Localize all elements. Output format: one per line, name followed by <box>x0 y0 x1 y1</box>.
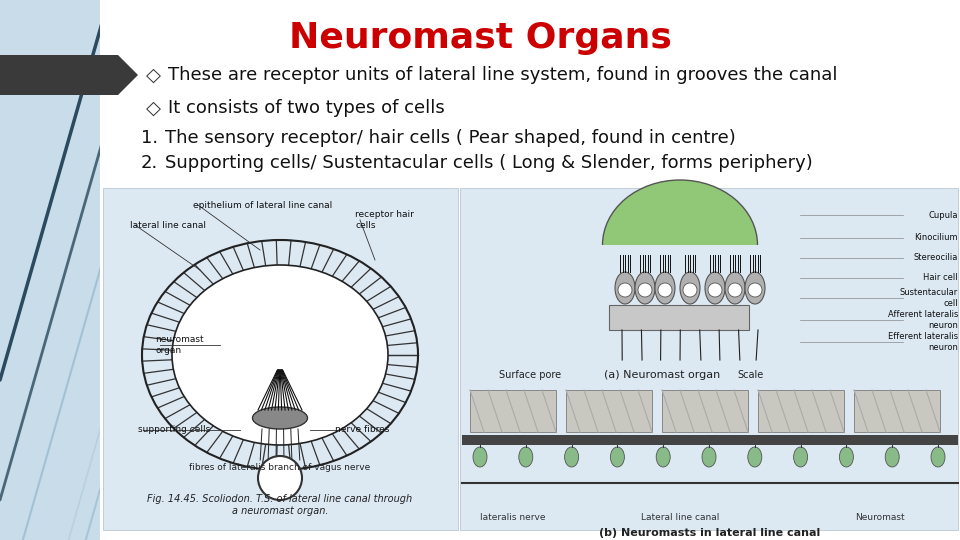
Text: Neuromast: Neuromast <box>855 512 905 522</box>
Text: Hair cell: Hair cell <box>924 273 958 282</box>
FancyBboxPatch shape <box>566 390 652 432</box>
Circle shape <box>618 283 632 297</box>
Text: lateralis nerve: lateralis nerve <box>480 512 545 522</box>
Text: Surface pore: Surface pore <box>499 370 561 380</box>
Circle shape <box>708 283 722 297</box>
Circle shape <box>683 283 697 297</box>
Ellipse shape <box>748 447 762 467</box>
Ellipse shape <box>794 447 807 467</box>
FancyBboxPatch shape <box>0 0 145 540</box>
Text: ◇: ◇ <box>146 98 160 118</box>
Text: Afferent lateralis
neuron: Afferent lateralis neuron <box>888 310 958 330</box>
Ellipse shape <box>725 272 745 304</box>
Circle shape <box>748 283 762 297</box>
Ellipse shape <box>172 265 388 445</box>
Circle shape <box>638 283 652 297</box>
Text: Sustentacular
cell: Sustentacular cell <box>900 288 958 308</box>
Ellipse shape <box>745 272 765 304</box>
FancyBboxPatch shape <box>609 305 749 330</box>
Ellipse shape <box>603 180 757 310</box>
Ellipse shape <box>655 272 675 304</box>
Text: Kinocilium: Kinocilium <box>914 233 958 242</box>
Text: 2.: 2. <box>141 154 158 172</box>
Ellipse shape <box>885 447 900 467</box>
Ellipse shape <box>705 272 725 304</box>
Ellipse shape <box>839 447 853 467</box>
Text: The sensory receptor/ hair cells ( Pear shaped, found in centre): The sensory receptor/ hair cells ( Pear … <box>165 129 735 147</box>
Polygon shape <box>0 55 138 95</box>
Text: It consists of two types of cells: It consists of two types of cells <box>168 99 444 117</box>
Ellipse shape <box>931 447 945 467</box>
Text: Scale: Scale <box>737 370 763 380</box>
Text: (b) Neuromasts in lateral line canal: (b) Neuromasts in lateral line canal <box>599 528 821 538</box>
Text: receptor hair
cells: receptor hair cells <box>355 210 414 230</box>
FancyBboxPatch shape <box>462 435 958 445</box>
Text: fibres of lateralis branch of vagus nerve: fibres of lateralis branch of vagus nerv… <box>189 463 371 472</box>
Text: epithelium of lateral line canal: epithelium of lateral line canal <box>193 200 332 210</box>
Text: ◇: ◇ <box>146 65 160 84</box>
FancyBboxPatch shape <box>854 390 940 432</box>
FancyBboxPatch shape <box>758 390 844 432</box>
Text: Neuromast Organs: Neuromast Organs <box>289 21 671 55</box>
Text: Cupula: Cupula <box>928 211 958 219</box>
Text: These are receptor units of lateral line system, found in grooves the canal: These are receptor units of lateral line… <box>168 66 837 84</box>
FancyBboxPatch shape <box>470 390 556 432</box>
Text: Fig. 14.45. Scoliodon. T.S. of lateral line canal through
a neuromast organ.: Fig. 14.45. Scoliodon. T.S. of lateral l… <box>148 494 413 516</box>
Ellipse shape <box>564 447 579 467</box>
Ellipse shape <box>611 447 624 467</box>
Text: 1.: 1. <box>141 129 158 147</box>
Circle shape <box>728 283 742 297</box>
Circle shape <box>658 283 672 297</box>
Text: Supporting cells/ Sustentacular cells ( Long & Slender, forms periphery): Supporting cells/ Sustentacular cells ( … <box>165 154 813 172</box>
Ellipse shape <box>252 407 307 429</box>
Text: Stereocilia: Stereocilia <box>914 253 958 262</box>
Text: Lateral line canal: Lateral line canal <box>641 512 719 522</box>
Ellipse shape <box>518 447 533 467</box>
FancyBboxPatch shape <box>662 390 748 432</box>
Ellipse shape <box>702 447 716 467</box>
Ellipse shape <box>635 272 655 304</box>
FancyBboxPatch shape <box>460 188 958 530</box>
FancyBboxPatch shape <box>600 245 760 325</box>
FancyBboxPatch shape <box>103 188 458 530</box>
Text: supporting cells: supporting cells <box>138 426 210 435</box>
Text: nerve fibres: nerve fibres <box>335 426 390 435</box>
Text: (a) Neuromast organ: (a) Neuromast organ <box>604 370 720 380</box>
Text: lateral line canal: lateral line canal <box>130 220 206 230</box>
Ellipse shape <box>680 272 700 304</box>
Ellipse shape <box>473 447 487 467</box>
Ellipse shape <box>615 272 635 304</box>
Text: Efferent lateralis
neuron: Efferent lateralis neuron <box>888 332 958 352</box>
Ellipse shape <box>657 447 670 467</box>
Circle shape <box>258 456 302 500</box>
FancyBboxPatch shape <box>100 0 960 540</box>
Text: neuromast
organ: neuromast organ <box>155 335 204 355</box>
